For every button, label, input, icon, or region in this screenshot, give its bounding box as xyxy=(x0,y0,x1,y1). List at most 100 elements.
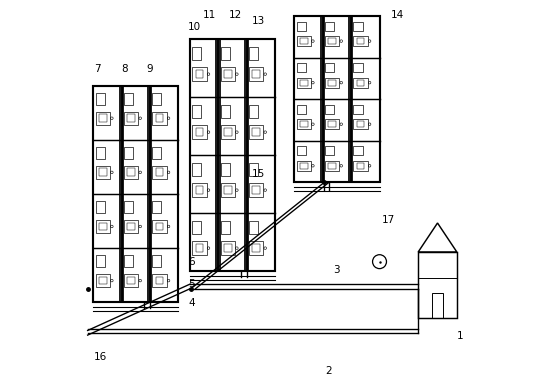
Bar xyxy=(297,146,306,155)
Bar xyxy=(249,125,263,139)
Bar xyxy=(224,244,232,252)
Bar xyxy=(249,47,258,60)
Bar xyxy=(357,163,364,169)
Bar xyxy=(224,186,232,194)
Bar xyxy=(224,128,232,136)
Bar xyxy=(95,112,110,125)
Bar xyxy=(325,36,339,46)
Bar xyxy=(156,168,163,176)
Bar xyxy=(353,36,368,46)
Bar xyxy=(300,80,307,86)
Bar xyxy=(195,128,203,136)
Bar xyxy=(325,161,339,171)
Bar xyxy=(328,80,336,86)
Bar xyxy=(249,105,258,118)
Bar xyxy=(95,220,110,233)
Bar xyxy=(124,255,133,267)
Bar xyxy=(152,112,167,125)
Bar xyxy=(325,78,339,88)
Bar xyxy=(93,86,179,302)
Bar xyxy=(124,93,133,105)
Bar xyxy=(124,274,138,287)
Bar xyxy=(95,166,110,179)
Bar xyxy=(353,105,363,114)
Text: 5: 5 xyxy=(188,279,195,289)
Bar xyxy=(195,244,203,252)
Bar xyxy=(152,255,161,267)
Text: 3: 3 xyxy=(333,265,340,275)
Bar xyxy=(357,80,364,86)
Bar xyxy=(193,221,201,234)
Text: 2: 2 xyxy=(325,366,332,376)
Bar xyxy=(156,277,163,284)
Bar xyxy=(252,186,260,194)
Bar xyxy=(95,93,105,105)
Bar xyxy=(295,16,379,182)
Bar xyxy=(156,223,163,230)
Bar xyxy=(193,47,201,60)
Bar xyxy=(357,121,364,127)
Text: 8: 8 xyxy=(121,64,128,74)
Text: 11: 11 xyxy=(203,10,216,20)
Text: 16: 16 xyxy=(94,352,108,362)
Bar xyxy=(249,163,258,176)
Bar xyxy=(224,70,232,78)
Bar xyxy=(193,125,206,139)
Bar xyxy=(195,186,203,194)
Bar xyxy=(418,252,457,318)
Bar xyxy=(152,166,167,179)
Bar xyxy=(297,161,311,171)
Bar xyxy=(432,293,443,318)
Bar xyxy=(353,146,363,155)
Bar xyxy=(353,22,363,31)
Bar xyxy=(297,36,311,46)
Text: 6: 6 xyxy=(188,258,195,267)
Bar xyxy=(193,183,206,197)
Text: 13: 13 xyxy=(252,16,265,26)
Bar xyxy=(353,119,368,129)
Bar xyxy=(95,201,105,213)
Bar xyxy=(297,105,306,114)
Bar xyxy=(353,161,368,171)
Bar xyxy=(95,274,110,287)
Bar xyxy=(193,163,201,176)
Text: 12: 12 xyxy=(229,10,242,20)
Bar xyxy=(300,121,307,127)
Bar xyxy=(325,105,334,114)
Bar xyxy=(252,244,260,252)
Text: 7: 7 xyxy=(94,64,101,74)
Bar xyxy=(249,221,258,234)
Bar xyxy=(221,125,235,139)
Bar xyxy=(221,47,230,60)
Bar xyxy=(325,119,339,129)
Bar xyxy=(252,128,260,136)
Bar xyxy=(353,78,368,88)
Bar xyxy=(221,105,230,118)
Bar xyxy=(221,221,230,234)
Bar xyxy=(249,241,263,255)
Bar xyxy=(127,168,135,176)
Bar xyxy=(99,223,107,230)
Text: 9: 9 xyxy=(147,64,153,74)
Text: 10: 10 xyxy=(188,22,201,32)
Bar xyxy=(325,63,334,72)
Bar xyxy=(193,67,206,81)
Bar xyxy=(328,163,336,169)
Bar xyxy=(152,274,167,287)
Bar xyxy=(124,147,133,159)
Bar xyxy=(124,201,133,213)
Bar xyxy=(357,38,364,44)
Bar xyxy=(328,121,336,127)
Bar xyxy=(297,119,311,129)
Bar xyxy=(252,70,260,78)
Text: 17: 17 xyxy=(382,215,395,225)
Text: 15: 15 xyxy=(252,168,265,178)
Bar xyxy=(99,168,107,176)
Bar xyxy=(221,67,235,81)
Bar xyxy=(124,166,138,179)
Bar xyxy=(127,223,135,230)
Bar xyxy=(95,255,105,267)
Bar xyxy=(193,241,206,255)
Bar xyxy=(300,163,307,169)
Bar xyxy=(221,163,230,176)
